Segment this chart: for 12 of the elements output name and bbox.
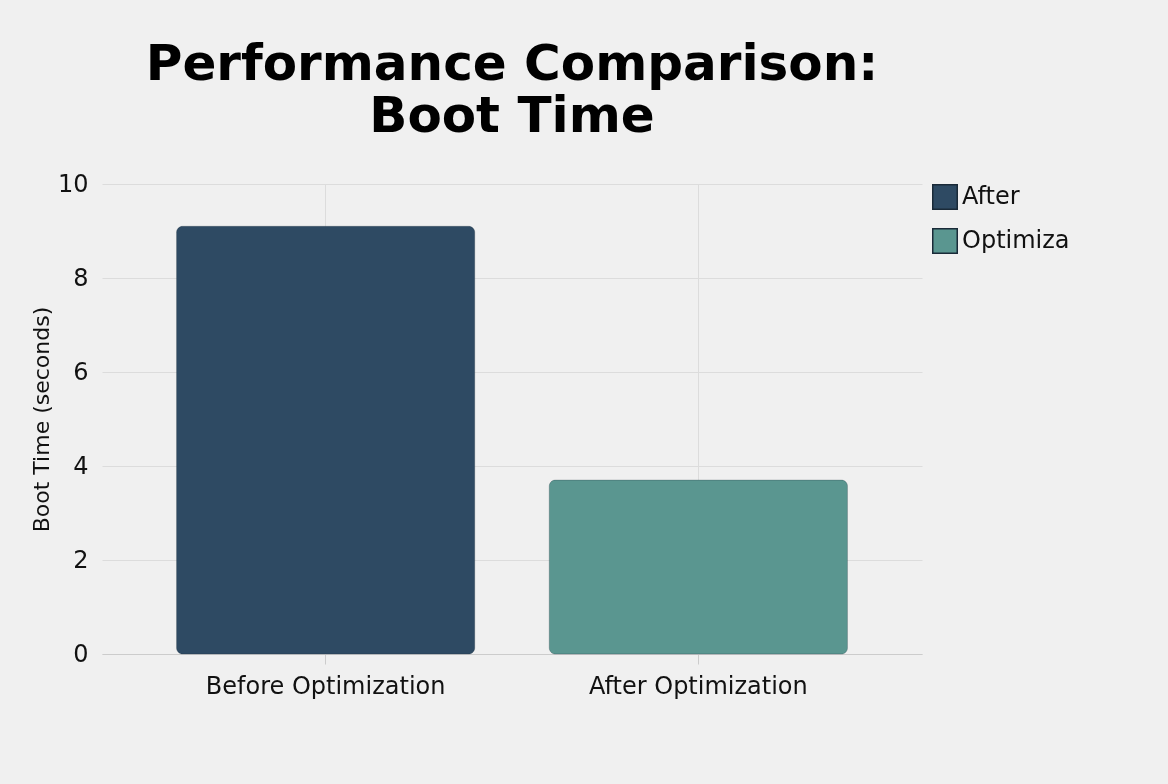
chart-title: Performance Comparison: [145,34,879,92]
y-tick-label: 6 [73,357,89,386]
y-tick-label: 10 [57,169,89,198]
x-tick-label: Before Optimization [205,671,446,700]
legend-label: Optimiza [962,226,1070,254]
y-tick-label: 0 [73,639,89,668]
y-axis-title: Boot Time (seconds) [28,306,54,533]
x-tick-label: After Optimization [588,671,808,700]
legend-label: After [962,182,1020,210]
y-tick-label: 8 [73,263,89,292]
y-tick-label: 2 [73,545,89,574]
y-tick-label: 4 [73,451,89,480]
